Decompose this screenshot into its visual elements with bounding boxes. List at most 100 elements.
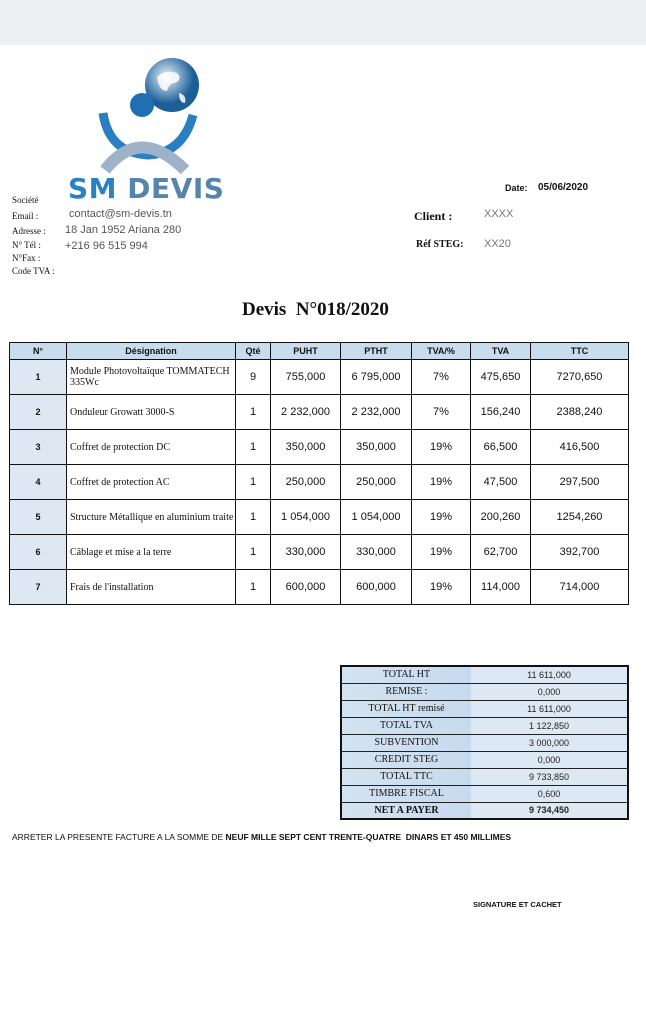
quantity: 1 [235,499,271,535]
client-label: Client : [414,209,453,223]
total-label: TIMBRE FISCAL [341,785,471,803]
table-row: 7 Frais de l'installation 1 600,000 600,000 1… [9,569,629,605]
quantity: 9 [235,359,271,395]
total-value: 0,000 [471,683,628,701]
tva-rate: 19% [411,464,471,500]
tva: 47,500 [470,464,531,500]
ref-steg-value: XX20 [484,238,511,250]
ttc: 1254,260 [530,499,629,535]
table-row: 4 Coffret de protection AC 1 250,000 250,000… [9,464,629,500]
designation: Onduleur Growatt 3000-S [66,394,236,430]
adresse-value: 18 Jan 1952 Ariana 280 [65,224,182,236]
page-title: Devis N°018/2020 [242,299,389,320]
ptht: 2 232,000 [340,394,412,430]
designation: Structure Métallique en aluminium traite [66,499,236,535]
ref-steg-label: Réf STEG: [416,239,464,250]
societe-label: Société [12,195,39,205]
date-value: 05/06/2020 [538,182,589,193]
totals-row: CREDIT STEG 0,000 [341,751,628,769]
ttc: 2388,240 [530,394,629,430]
date-label: Date: [505,183,528,193]
puht: 2 232,000 [270,394,341,430]
ptht: 250,000 [340,464,412,500]
signature-label: SIGNATURE ET CACHET [473,900,562,909]
tva-rate: 19% [411,569,471,605]
quantity: 1 [235,429,271,465]
designation: Frais de l'installation [66,569,236,605]
total-value: 0,600 [471,785,628,803]
quantity: 1 [235,569,271,605]
ttc: 7270,650 [530,359,629,395]
totals-row: REMISE :0,000 [341,683,628,701]
puht: 1 054,000 [270,499,341,535]
totals-row: NET A PAYER 9 734,450 [341,802,628,820]
puht: 250,000 [270,464,341,500]
amount-in-words: ARRETER LA PRESENTE FACTURE A LA SOMME D… [12,832,511,842]
puht: 755,000 [270,359,341,395]
adresse-label: Adresse : [12,226,46,236]
total-label: NET A PAYER [341,802,471,820]
column-header: TVA [470,342,531,360]
ttc: 392,700 [530,534,629,570]
total-value: 9 734,450 [471,802,628,820]
row-number: 4 [9,464,67,500]
column-header: N° [9,342,67,360]
totals-row: TOTAL TTC 9 733,850 [341,768,628,786]
totals-row: SUBVENTION 3 000,000 [341,734,628,752]
logo-text: SM DEVIS [68,172,225,205]
total-label: TOTAL TVA [341,717,471,735]
tva: 200,260 [470,499,531,535]
ptht: 600,000 [340,569,412,605]
tva: 114,000 [470,569,531,605]
column-header: TVA/% [411,342,471,360]
total-value: 11 611,000 [471,666,628,684]
total-value: 3 000,000 [471,734,628,752]
column-header: Désignation [66,342,236,360]
total-label: TOTAL TTC [341,768,471,786]
totals-row: TOTAL HT 11 611,000 [341,666,628,684]
column-header: TTC [530,342,629,360]
totals-row: TOTAL HT remisé 11 611,000 [341,700,628,718]
total-value: 9 733,850 [471,768,628,786]
designation: Module Photovoltaïque TOMMATECH 335Wc [66,359,236,395]
tva-rate: 19% [411,534,471,570]
column-header: PTHT [340,342,412,360]
fax-label: N°Fax : [12,253,41,263]
tva-rate: 19% [411,499,471,535]
tel-value: +216 96 515 994 [65,240,148,252]
ttc: 297,500 [530,464,629,500]
ptht: 1 054,000 [340,499,412,535]
logo-icon [98,58,199,175]
amount-words: NEUF MILLE SEPT CENT TRENTE-QUATRE DINAR… [225,832,512,842]
totals-row: TIMBRE FISCAL 0,600 [341,785,628,803]
tva-rate: 19% [411,429,471,465]
row-number: 2 [9,394,67,430]
designation: Coffret de protection DC [66,429,236,465]
table-row: 1 Module Photovoltaïque TOMMATECH 335Wc 9 7… [9,359,629,395]
ptht: 6 795,000 [340,359,412,395]
quantity: 1 [235,464,271,500]
total-value: 11 611,000 [471,700,628,718]
totals-table: TOTAL HT 11 611,000 REMISE :0,000 TOTAL HT … [340,665,629,820]
total-value: 1 122,850 [471,717,628,735]
table-row: 2 Onduleur Growatt 3000-S 1 2 232,000 2 232,… [9,394,629,430]
total-label: SUBVENTION [341,734,471,752]
tva-code-label: Code TVA : [12,266,55,276]
top-bar [0,0,646,45]
quantity: 1 [235,394,271,430]
quantity: 1 [235,534,271,570]
tel-label: N° Tél : [12,240,41,250]
row-number: 7 [9,569,67,605]
total-label: TOTAL HT [341,666,471,684]
column-header: Qté [235,342,271,360]
total-value: 0,000 [471,751,628,769]
amount-prefix: ARRETER LA PRESENTE FACTURE A LA SOMME D… [12,832,226,842]
totals-row: TOTAL TVA 1 122,850 [341,717,628,735]
ptht: 350,000 [340,429,412,465]
client-value: XXXX [484,208,514,220]
ptht: 330,000 [340,534,412,570]
puht: 350,000 [270,429,341,465]
tva: 475,650 [470,359,531,395]
puht: 600,000 [270,569,341,605]
total-label: REMISE : [341,683,471,701]
